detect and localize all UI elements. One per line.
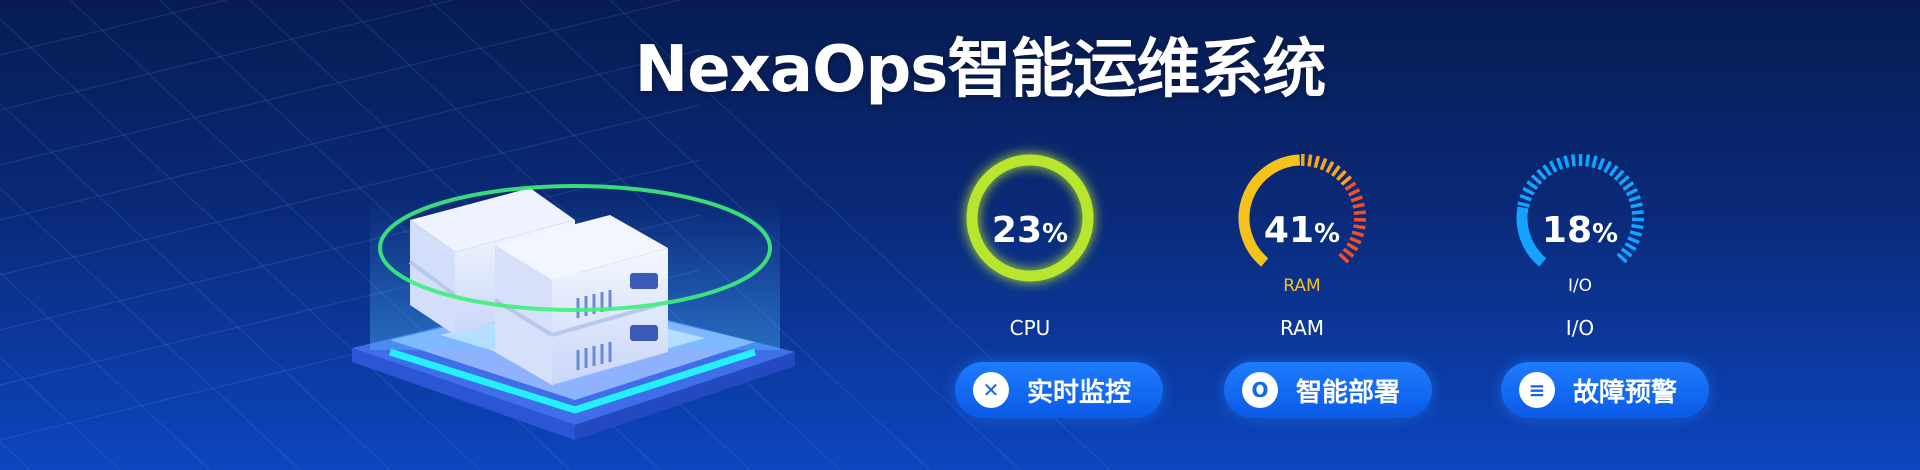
button-label: 实时监控 (1027, 377, 1132, 408)
gauge-tick (1631, 223, 1644, 230)
gauge-label: CPU (1009, 316, 1051, 340)
gauge-tick (1526, 180, 1539, 191)
gauge-tick (1522, 186, 1535, 196)
button-label: 故障预警 (1573, 377, 1678, 408)
gauge-tick (1613, 169, 1625, 181)
grid-line (0, 18, 481, 470)
gauge-tick (1346, 242, 1359, 252)
gauge-tick (1347, 188, 1361, 197)
gauge-tick (1630, 202, 1643, 209)
gauge-tick (1616, 252, 1628, 264)
gauge-tick (1338, 252, 1350, 264)
smart-deploy-button[interactable]: O 智能部署 (1224, 362, 1432, 418)
gauge-tick (1353, 224, 1366, 230)
gauge-label: RAM (1279, 316, 1325, 340)
gauge-tick (1608, 164, 1619, 177)
gauge-tick (1563, 155, 1570, 168)
gauge-tick (1622, 181, 1635, 191)
gauge-unit: % (1592, 219, 1619, 249)
gauge-tick (1548, 160, 1558, 173)
gauge-tick (1349, 236, 1362, 245)
gauge-tick (1585, 154, 1591, 167)
gauge-tick (1624, 242, 1637, 252)
grid-line (0, 187, 301, 470)
gauge-tick (1351, 230, 1365, 238)
gauge-tick (1591, 155, 1598, 169)
gauge-unit: % (1042, 219, 1069, 249)
gauge-tick (1570, 154, 1576, 167)
grid-line (0, 103, 391, 470)
gauge-ram: 41% RAM RAM (1202, 118, 1402, 358)
gauge-inner-label: RAM (1283, 276, 1321, 296)
grid-line (0, 441, 31, 470)
gauge-tick (1519, 193, 1532, 202)
gauge-tick (1631, 210, 1644, 215)
gauge-ring-cpu (966, 154, 1094, 282)
gauge-tick (1625, 187, 1639, 197)
grid-line (0, 0, 454, 111)
gauge-tick (1342, 247, 1355, 258)
gauge-unit: % (1314, 219, 1341, 249)
gauge-inner-label: I/O (1567, 276, 1593, 296)
gauge-tick (1555, 157, 1564, 170)
menu-lines-icon: ≡ (1519, 372, 1555, 408)
gauge-tick (1603, 160, 1613, 174)
gauge-arc-fill (1238, 154, 1301, 267)
gauge-tick (1307, 154, 1313, 167)
grid-line (0, 104, 701, 276)
gauge-io: 18% I/O I/O (1480, 118, 1680, 358)
gauge-tick (1353, 210, 1366, 215)
gauge-label: I/O (1565, 316, 1595, 340)
gauge-tick (1597, 157, 1606, 171)
grid-line (0, 356, 121, 470)
grid-line (0, 49, 701, 221)
gauge-tick (1542, 164, 1552, 177)
gauge-tick (1629, 230, 1643, 237)
gauge-tick (1618, 175, 1630, 186)
gauge-tick (1628, 194, 1641, 203)
gauge-tick (1627, 236, 1640, 245)
gauge-tick (1350, 195, 1364, 203)
gauge-tick (1530, 174, 1543, 185)
gauge-ring-ram (1238, 153, 1367, 267)
gauge-tick (1330, 165, 1341, 177)
grid-line (0, 0, 227, 56)
gauge-tick (1344, 181, 1357, 191)
gauge-tick (1325, 161, 1335, 174)
gauge-tick (1517, 201, 1530, 208)
gauge-tick (1536, 168, 1547, 181)
gauge-number: 18 (1541, 210, 1593, 251)
grid-line (0, 272, 211, 470)
gauge-value: 41% (1202, 210, 1402, 251)
grid-line (0, 159, 701, 331)
gauge-tick (1340, 175, 1352, 186)
gauge-tick (1313, 155, 1320, 169)
fault-alert-button[interactable]: ≡ 故障预警 (1501, 362, 1709, 418)
gauge-arc (966, 154, 1094, 282)
gauge-tick (1336, 169, 1347, 182)
gauge-arc-fill (1516, 206, 1547, 267)
close-x-icon: ✕ (973, 372, 1009, 408)
gauge-cpu: 23% CPU (930, 118, 1130, 358)
gauge-value: 23% (930, 210, 1130, 251)
gauge-value: 18% (1480, 210, 1680, 251)
gauge-tick (1352, 202, 1365, 209)
gauge-ring-io (1516, 153, 1645, 267)
gauge-tick (1620, 247, 1633, 258)
gauge-tick (1319, 157, 1328, 171)
server-illustration (352, 184, 795, 440)
gauge-number: 23 (991, 210, 1043, 251)
realtime-monitoring-button[interactable]: ✕ 实时监控 (955, 362, 1163, 418)
page-title: NexaOps智能运维系统 (634, 33, 1327, 107)
ring-icon: O (1242, 372, 1278, 408)
gauge-number: 41 (1263, 210, 1315, 251)
grid-line (0, 0, 680, 166)
button-label: 智能部署 (1296, 377, 1401, 408)
